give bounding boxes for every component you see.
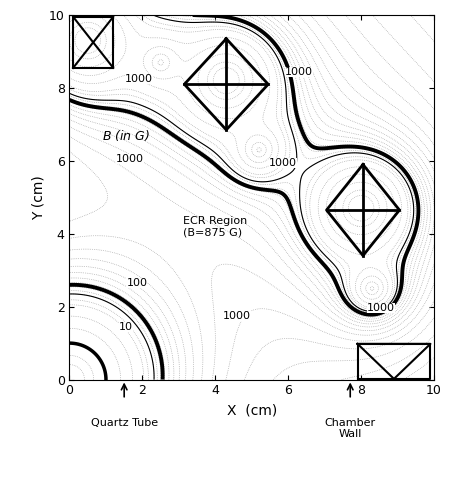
Text: 1000: 1000: [223, 311, 251, 321]
Text: ECR Region
(B=875 G): ECR Region (B=875 G): [182, 215, 247, 237]
Text: 100: 100: [127, 278, 147, 288]
Text: 1000: 1000: [269, 158, 297, 168]
Text: Quartz Tube: Quartz Tube: [91, 418, 158, 428]
Text: 1000: 1000: [116, 154, 144, 164]
Text: 1000: 1000: [285, 67, 313, 76]
Text: 1000: 1000: [125, 74, 153, 84]
X-axis label: X  (cm): X (cm): [227, 403, 277, 417]
Text: 1000: 1000: [367, 304, 395, 314]
Text: 10: 10: [119, 322, 133, 332]
Y-axis label: Y (cm): Y (cm): [32, 175, 46, 220]
Text: $B$ (in G): $B$ (in G): [102, 128, 150, 143]
Text: Chamber
Wall: Chamber Wall: [325, 418, 376, 439]
